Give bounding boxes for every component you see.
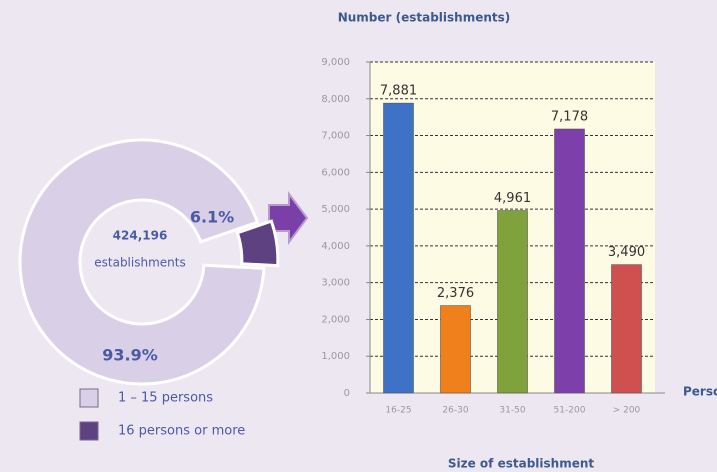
x-tick-label: 31-50	[499, 406, 525, 416]
y-tick-label: 6,000	[321, 167, 350, 178]
center-label: establishments	[94, 256, 185, 270]
bar	[611, 264, 642, 394]
x-tick-label: 51-200	[554, 406, 586, 416]
y-tick-label: 9,000	[321, 57, 350, 68]
center-label: 424,196	[113, 229, 168, 243]
legend-swatch	[79, 421, 99, 441]
legend-label: 16 persons or more	[118, 424, 245, 439]
y-tick-label: 3,000	[321, 278, 350, 289]
x-tick-label: 26-30	[442, 406, 468, 416]
bar	[383, 102, 414, 394]
y-tick-label: 0	[344, 388, 350, 399]
pie-slice	[235, 219, 280, 268]
bar-value-label: 2,376	[437, 286, 474, 301]
y-tick-label: 8,000	[321, 94, 350, 105]
x-tick-label: > 200	[613, 406, 641, 416]
bar-value-label: 4,961	[494, 191, 531, 206]
chart-title: Number (establishments)	[338, 11, 511, 25]
bar	[440, 305, 471, 394]
slice-label: 93.9%	[102, 346, 158, 365]
legend-label: 1 – 15 persons	[118, 391, 213, 406]
y-tick-label: 7,000	[321, 131, 350, 142]
slice-label: 6.1%	[190, 208, 234, 227]
bar-value-label: 3,490	[608, 245, 645, 260]
y-tick-label: 1,000	[321, 351, 350, 362]
x-tick-label: 16-25	[385, 406, 411, 416]
y-tick-label: 4,000	[321, 241, 350, 252]
bar	[554, 128, 585, 394]
pie-slice	[18, 138, 266, 386]
y-tick-label: 2,000	[321, 314, 350, 325]
bar-value-label: 7,178	[551, 110, 588, 125]
bar-value-label: 7,881	[380, 84, 417, 99]
legend-swatch	[79, 388, 99, 408]
y-tick-label: 5,000	[321, 204, 350, 215]
x-axis-title: Size of establishment	[448, 457, 595, 471]
bar	[497, 210, 528, 394]
x-unit-label: Persons	[683, 385, 717, 399]
